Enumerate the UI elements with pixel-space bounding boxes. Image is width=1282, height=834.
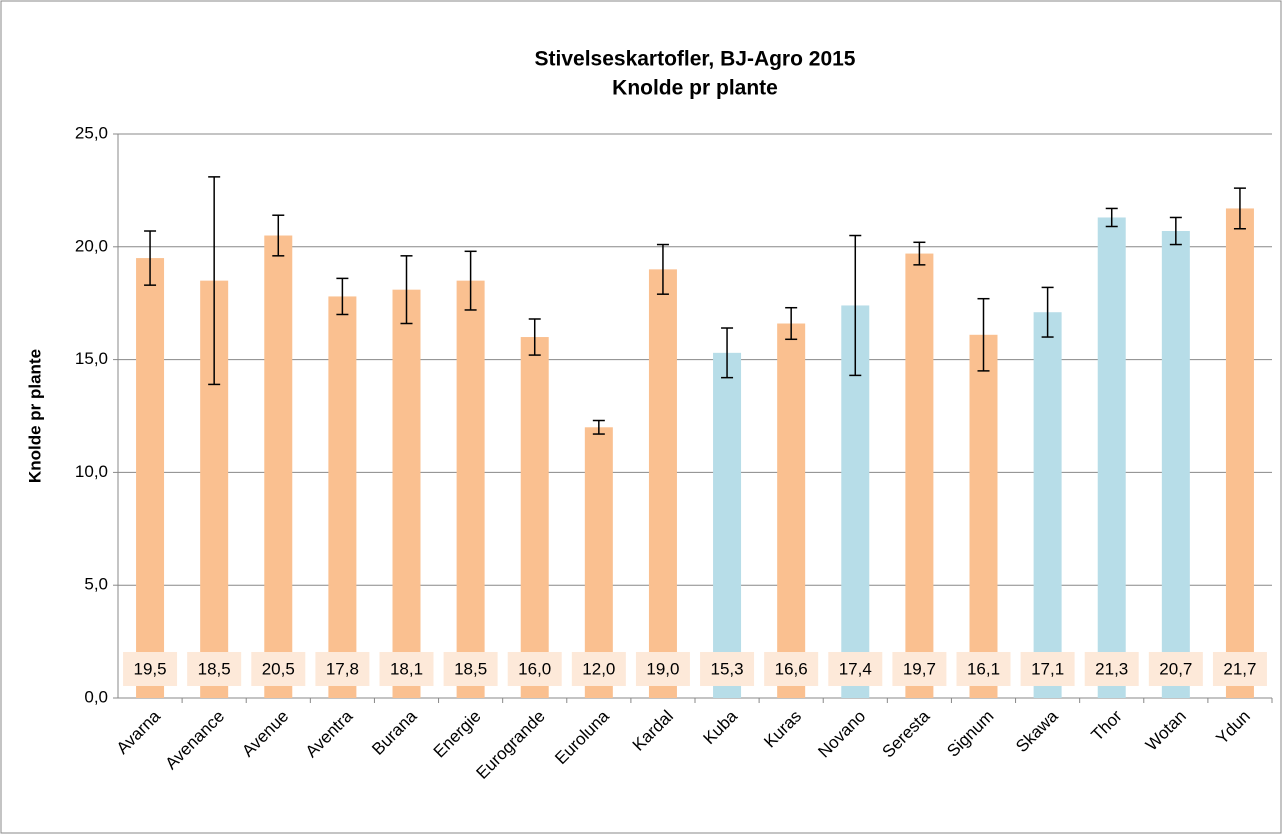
data-label-box [635, 652, 690, 686]
data-label: 15,3 [711, 659, 744, 678]
data-label-box [1020, 652, 1075, 686]
data-label-box [123, 652, 178, 686]
bar [777, 323, 806, 698]
data-label: 21,7 [1223, 659, 1256, 678]
bar [328, 296, 357, 698]
data-label-box [1212, 652, 1267, 686]
bar [392, 289, 421, 698]
bar [136, 258, 165, 698]
data-label-box [764, 652, 819, 686]
data-label-box [892, 652, 947, 686]
chart-subtitle: Knolde pr plante [612, 77, 778, 100]
bar [648, 269, 677, 698]
bar [1097, 217, 1126, 699]
data-label-box [1148, 652, 1203, 686]
bar [1225, 208, 1254, 698]
y-tick-label: 15,0 [75, 349, 108, 368]
bar [969, 334, 998, 698]
data-label: 17,1 [1031, 659, 1064, 678]
data-label: 19,7 [903, 659, 936, 678]
y-tick-label: 0,0 [84, 687, 108, 706]
bar [456, 280, 485, 698]
data-label-box [443, 652, 498, 686]
data-label: 16,0 [518, 659, 551, 678]
data-label: 12,0 [582, 659, 615, 678]
bar [264, 235, 293, 698]
y-tick-label: 5,0 [84, 575, 108, 594]
y-axis-label: Knolde pr plante [25, 349, 44, 483]
data-label: 21,3 [1095, 659, 1128, 678]
bar [1161, 231, 1190, 698]
bar [905, 253, 934, 698]
chart-title: Stivelseskartofler, BJ-Agro 2015 [535, 48, 856, 71]
data-label: 16,6 [775, 659, 808, 678]
bar [1033, 312, 1062, 698]
data-label: 19,0 [646, 659, 679, 678]
data-label: 18,5 [454, 659, 487, 678]
data-label: 20,5 [262, 659, 295, 678]
data-label: 18,1 [390, 659, 423, 678]
data-label-box [700, 652, 755, 686]
data-label: 18,5 [198, 659, 231, 678]
data-label: 17,4 [839, 659, 872, 678]
y-tick-label: 20,0 [75, 236, 108, 255]
data-label-box [507, 652, 562, 686]
data-label-box [251, 652, 306, 686]
data-label: 19,5 [134, 659, 167, 678]
data-label-box [379, 652, 434, 686]
data-label-box [187, 652, 242, 686]
y-tick-label: 25,0 [75, 123, 108, 142]
data-label-box [1084, 652, 1139, 686]
data-label-box [571, 652, 626, 686]
data-label: 17,8 [326, 659, 359, 678]
data-label-box [828, 652, 883, 686]
y-tick-label: 10,0 [75, 462, 108, 481]
data-label: 20,7 [1159, 659, 1192, 678]
data-label-box [956, 652, 1011, 686]
bar [520, 337, 549, 698]
data-label: 16,1 [967, 659, 1000, 678]
bar [713, 352, 742, 698]
data-label-box [315, 652, 370, 686]
